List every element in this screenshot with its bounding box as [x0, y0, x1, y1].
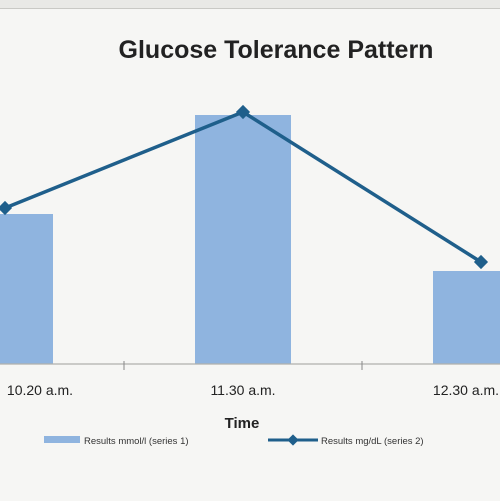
legend-marker-series-2: [287, 434, 299, 446]
legend: Results mmol/l (series 1) Results mg/dL …: [44, 434, 424, 447]
x-tick-label-3: 12.30 a.m.: [433, 382, 499, 398]
x-tick-labels: 10.20 a.m. 11.30 a.m. 12.30 a.m.: [7, 382, 499, 398]
chart-title: Glucose Tolerance Pattern: [119, 36, 434, 64]
legend-label-series-2: Results mg/dL (series 2): [321, 436, 424, 447]
bar-3: [433, 271, 500, 364]
series-2-point-3: [473, 254, 489, 270]
bar-2: [195, 115, 291, 364]
x-axis-label: Time: [225, 415, 260, 432]
bar-1: [0, 214, 53, 364]
x-tick-label-1: 10.20 a.m.: [7, 382, 73, 398]
bar-series-1: [0, 115, 500, 364]
legend-swatch-series-1: [44, 436, 80, 443]
legend-label-series-1: Results mmol/l (series 1): [84, 436, 189, 447]
x-axis-ticks: [123, 361, 363, 370]
series-2-point-1: [0, 200, 13, 216]
x-tick-label-2: 11.30 a.m.: [210, 382, 275, 398]
